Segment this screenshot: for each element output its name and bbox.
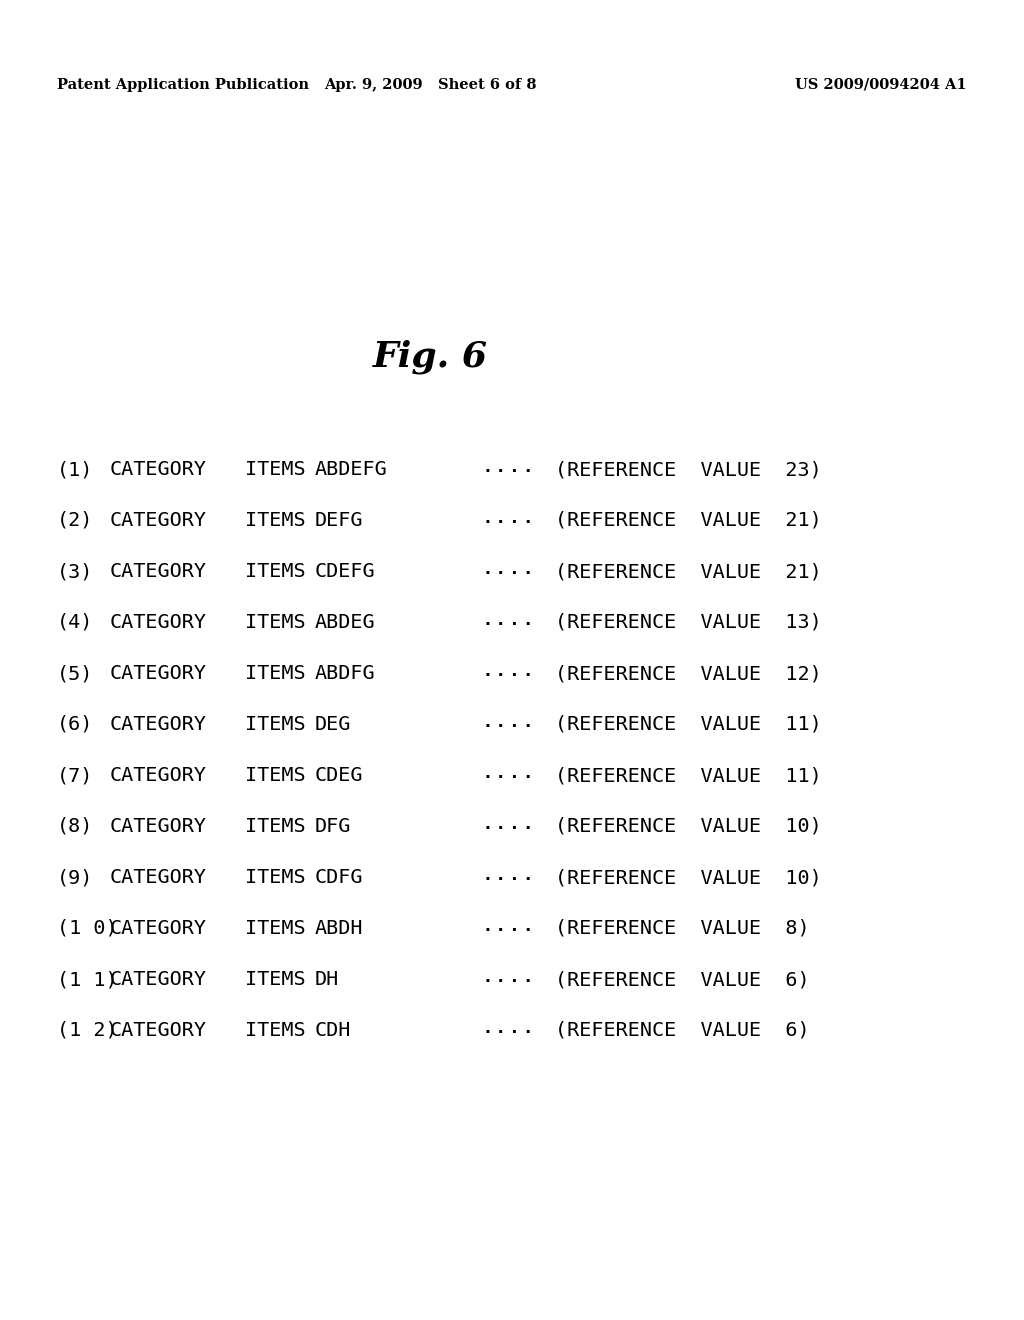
Text: Fig. 6: Fig. 6	[373, 341, 487, 375]
Text: (REFERENCE  VALUE  11): (REFERENCE VALUE 11)	[555, 715, 821, 734]
Text: ABDH: ABDH	[315, 919, 364, 939]
Text: ITEMS: ITEMS	[245, 970, 305, 989]
Text: CATEGORY: CATEGORY	[110, 459, 207, 479]
Text: (REFERENCE  VALUE  8): (REFERENCE VALUE 8)	[555, 919, 810, 939]
Text: ····: ····	[480, 1020, 535, 1044]
Text: ITEMS: ITEMS	[245, 664, 305, 682]
Text: ITEMS: ITEMS	[245, 612, 305, 632]
Text: CATEGORY: CATEGORY	[110, 919, 207, 939]
Text: ····: ····	[480, 869, 535, 891]
Text: ITEMS: ITEMS	[245, 869, 305, 887]
Text: (1 1): (1 1)	[57, 970, 118, 989]
Text: ITEMS: ITEMS	[245, 919, 305, 939]
Text: (7): (7)	[57, 766, 93, 785]
Text: (REFERENCE  VALUE  6): (REFERENCE VALUE 6)	[555, 1020, 810, 1040]
Text: (4): (4)	[57, 612, 93, 632]
Text: (REFERENCE  VALUE  10): (REFERENCE VALUE 10)	[555, 869, 821, 887]
Text: CDFG: CDFG	[315, 869, 364, 887]
Text: (1 0): (1 0)	[57, 919, 118, 939]
Text: DFG: DFG	[315, 817, 351, 836]
Text: ····: ····	[480, 817, 535, 840]
Text: ····: ····	[480, 664, 535, 686]
Text: (1): (1)	[57, 459, 93, 479]
Text: (5): (5)	[57, 664, 93, 682]
Text: (REFERENCE  VALUE  21): (REFERENCE VALUE 21)	[555, 511, 821, 531]
Text: CATEGORY: CATEGORY	[110, 817, 207, 836]
Text: (REFERENCE  VALUE  11): (REFERENCE VALUE 11)	[555, 766, 821, 785]
Text: ····: ····	[480, 970, 535, 993]
Text: (REFERENCE  VALUE  10): (REFERENCE VALUE 10)	[555, 817, 821, 836]
Text: (2): (2)	[57, 511, 93, 531]
Text: (8): (8)	[57, 817, 93, 836]
Text: (REFERENCE  VALUE  23): (REFERENCE VALUE 23)	[555, 459, 821, 479]
Text: (REFERENCE  VALUE  13): (REFERENCE VALUE 13)	[555, 612, 821, 632]
Text: ITEMS: ITEMS	[245, 715, 305, 734]
Text: CDEFG: CDEFG	[315, 562, 376, 581]
Text: CATEGORY: CATEGORY	[110, 511, 207, 531]
Text: DEFG: DEFG	[315, 511, 364, 531]
Text: CATEGORY: CATEGORY	[110, 562, 207, 581]
Text: CATEGORY: CATEGORY	[110, 664, 207, 682]
Text: CATEGORY: CATEGORY	[110, 1020, 207, 1040]
Text: ITEMS: ITEMS	[245, 817, 305, 836]
Text: US 2009/0094204 A1: US 2009/0094204 A1	[796, 78, 967, 92]
Text: CDH: CDH	[315, 1020, 351, 1040]
Text: CATEGORY: CATEGORY	[110, 869, 207, 887]
Text: ITEMS: ITEMS	[245, 766, 305, 785]
Text: ITEMS: ITEMS	[245, 1020, 305, 1040]
Text: ABDFG: ABDFG	[315, 664, 376, 682]
Text: (REFERENCE  VALUE  12): (REFERENCE VALUE 12)	[555, 664, 821, 682]
Text: DH: DH	[315, 970, 339, 989]
Text: ····: ····	[480, 715, 535, 738]
Text: (3): (3)	[57, 562, 93, 581]
Text: CATEGORY: CATEGORY	[110, 715, 207, 734]
Text: (REFERENCE  VALUE  21): (REFERENCE VALUE 21)	[555, 562, 821, 581]
Text: ····: ····	[480, 511, 535, 535]
Text: Patent Application Publication: Patent Application Publication	[57, 78, 309, 92]
Text: ITEMS: ITEMS	[245, 562, 305, 581]
Text: ····: ····	[480, 919, 535, 942]
Text: ····: ····	[480, 459, 535, 483]
Text: (REFERENCE  VALUE  6): (REFERENCE VALUE 6)	[555, 970, 810, 989]
Text: ABDEG: ABDEG	[315, 612, 376, 632]
Text: Apr. 9, 2009   Sheet 6 of 8: Apr. 9, 2009 Sheet 6 of 8	[324, 78, 537, 92]
Text: ITEMS: ITEMS	[245, 511, 305, 531]
Text: CATEGORY: CATEGORY	[110, 970, 207, 989]
Text: ITEMS: ITEMS	[245, 459, 305, 479]
Text: CDEG: CDEG	[315, 766, 364, 785]
Text: CATEGORY: CATEGORY	[110, 766, 207, 785]
Text: ····: ····	[480, 562, 535, 585]
Text: (6): (6)	[57, 715, 93, 734]
Text: (1 2): (1 2)	[57, 1020, 118, 1040]
Text: DEG: DEG	[315, 715, 351, 734]
Text: ····: ····	[480, 612, 535, 636]
Text: ····: ····	[480, 766, 535, 789]
Text: (9): (9)	[57, 869, 93, 887]
Text: CATEGORY: CATEGORY	[110, 612, 207, 632]
Text: ABDEFG: ABDEFG	[315, 459, 388, 479]
